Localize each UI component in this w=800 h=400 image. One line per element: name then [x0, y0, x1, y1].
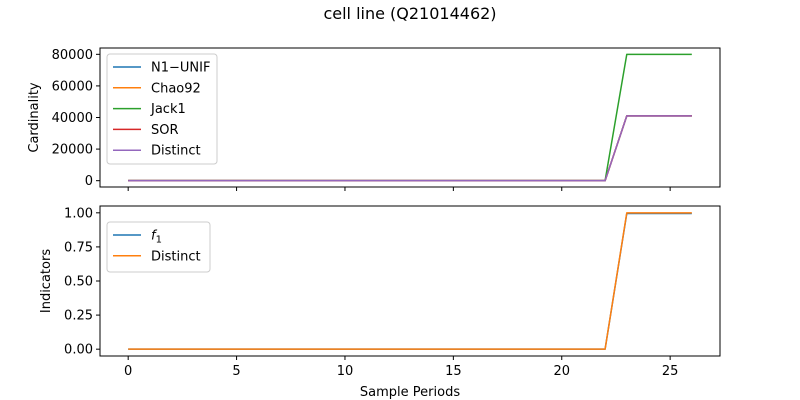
y-tick-label: 60000 [52, 79, 93, 94]
y-tick-label: 0 [85, 174, 93, 189]
x-tick-label: 15 [445, 364, 462, 379]
y-axis-label: Cardinality [27, 82, 42, 153]
y-tick-label: 0.00 [64, 343, 93, 358]
x-tick-label: 10 [337, 364, 354, 379]
legend-label: Chao92 [151, 81, 201, 96]
y-tick-label: 1.00 [64, 206, 93, 221]
x-tick-label: 20 [553, 364, 570, 379]
legend-label: Jack1 [150, 102, 186, 117]
y-axis-label: Indicators [39, 249, 54, 313]
legend-label: Distinct [151, 249, 201, 264]
legend: f1 Distinct [106, 221, 211, 273]
series-line-0 [128, 212, 692, 350]
y-tick-label: 0.75 [64, 240, 93, 255]
legend-label: N1−UNIF [151, 61, 210, 76]
legend-label: Distinct [151, 144, 201, 159]
figure-title: cell line (Q21014462) [323, 4, 496, 23]
series-line-4 [128, 115, 692, 182]
x-tick-label: 0 [124, 364, 132, 379]
x-tick-label: 25 [662, 364, 679, 379]
legend-frame [106, 221, 211, 273]
x-axis-label: Sample Periods [360, 385, 460, 400]
indicators-panel: 0.00 0.25 0.50 0.75 1.00 0 5 10 15 20 25 Indicators… [39, 205, 721, 400]
legend-frame [106, 53, 218, 165]
y-tick-label: 20000 [52, 143, 93, 158]
y-tick-label: 0.25 [64, 309, 93, 324]
series-line-1 [128, 212, 692, 350]
legend-label: SOR [151, 123, 179, 138]
y-tick-label: 80000 [52, 48, 93, 63]
legend: N1−UNIF Chao92 Jack1 SOR Distinct [106, 53, 218, 165]
x-tick-label: 5 [232, 364, 240, 379]
y-tick-label: 0.50 [64, 275, 93, 290]
y-tick-label: 40000 [52, 111, 93, 126]
legend-label: f1 [151, 229, 162, 246]
cardinality-panel: 0 20000 40000 60000 80000 Cardinality N1−UNIF C… [27, 47, 721, 191]
